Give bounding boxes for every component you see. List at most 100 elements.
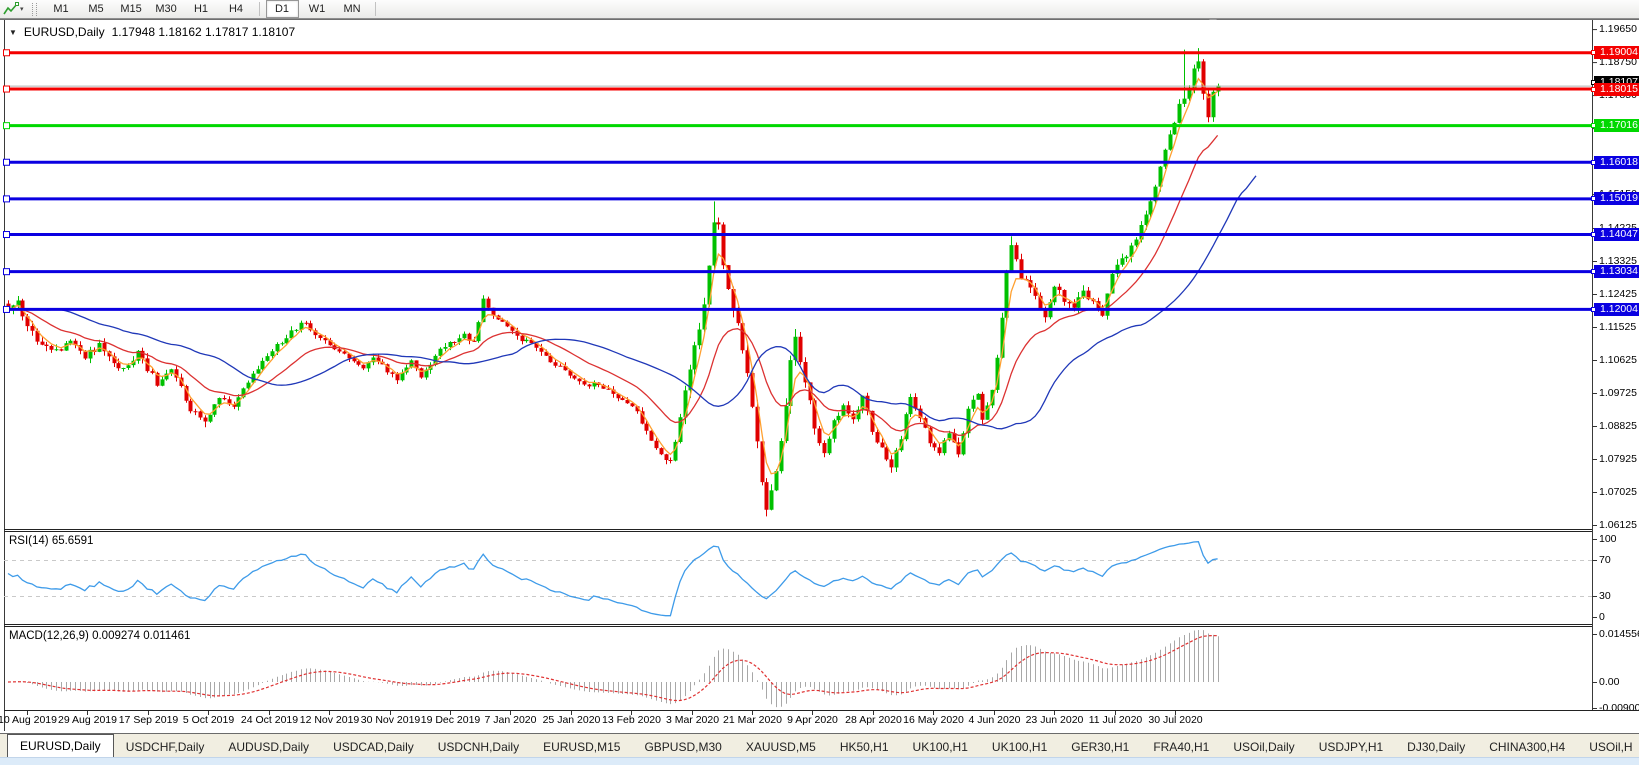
price-tag-1.19004[interactable]: 1.19004 xyxy=(1591,46,1639,60)
date-tick-label: 5 Oct 2019 xyxy=(182,714,235,726)
price-tag-1.14047[interactable]: 1.14047 xyxy=(1591,228,1639,242)
toolbar-drag-handle[interactable] xyxy=(31,2,37,16)
date-tick-label: 30 Nov 2019 xyxy=(360,714,421,726)
date-tick-label: 25 Jan 2020 xyxy=(542,714,601,726)
timeframe-button-d1[interactable]: D1 xyxy=(265,0,299,18)
date-tick-label: 30 Jul 2020 xyxy=(1148,714,1203,726)
rsi-tick-label: 100 xyxy=(1599,532,1617,545)
tab-eurusd-m15[interactable]: EURUSD,M15 xyxy=(543,740,621,754)
rsi-tick-label: 70 xyxy=(1599,553,1611,566)
rsi-tick-label: 0 xyxy=(1599,610,1605,623)
timeframe-group: M1 M5 M15 M30 H1 H4 D1 W1 MN xyxy=(44,0,381,18)
ma-slow[interactable] xyxy=(46,175,1257,430)
tag-anchor-icon xyxy=(1591,269,1596,275)
price-tick-label: 1.06125 xyxy=(1599,518,1637,531)
tag-anchor-icon xyxy=(1591,159,1596,165)
date-tick-label: 4 Jun 2020 xyxy=(968,714,1021,726)
timeframe-button-h4[interactable]: H4 xyxy=(228,3,244,15)
date-tick-label: 19 Dec 2019 xyxy=(420,714,481,726)
price-tag-1.17016[interactable]: 1.17016 xyxy=(1591,119,1639,133)
chart-symbol-period: EURUSD,Daily xyxy=(23,25,105,39)
toolbar-separator xyxy=(374,2,376,16)
tag-anchor-icon xyxy=(1591,306,1596,312)
tab-usdjpy-h1[interactable]: USDJPY,H1 xyxy=(1318,740,1384,754)
hline-anchor[interactable] xyxy=(3,305,10,313)
tab-eurusd-daily[interactable]: EURUSD,Daily xyxy=(7,734,114,758)
rsi-tick-label: 30 xyxy=(1599,589,1611,602)
top-toolbar: ▾ M1 M5 M15 M30 H1 H4 D1 W1 MN xyxy=(0,0,1639,19)
ma-medium[interactable] xyxy=(7,134,1219,436)
hline-anchor[interactable] xyxy=(3,268,10,276)
tab-dj30-daily[interactable]: DJ30,Daily xyxy=(1407,740,1466,754)
date-tick-label: 29 Aug 2019 xyxy=(58,714,117,726)
tab-uk100-h1[interactable]: UK100,H1 xyxy=(991,740,1048,754)
hline-anchor[interactable] xyxy=(3,122,10,130)
date-tick-label: 3 Mar 2020 xyxy=(665,714,720,726)
date-tick-label: 12 Nov 2019 xyxy=(299,714,360,726)
chart-title: ▼ EURUSD,Daily 1.17948 1.18162 1.17817 1… xyxy=(9,25,295,39)
tag-anchor-icon xyxy=(1591,232,1596,238)
price-tick-label: 1.11525 xyxy=(1599,320,1637,333)
date-tick-label: 28 Apr 2020 xyxy=(845,714,902,726)
tab-usdcnh-daily[interactable]: USDCNH,Daily xyxy=(437,740,520,754)
tab-fra40-h1[interactable]: FRA40,H1 xyxy=(1153,740,1210,754)
rsi-label: RSI(14) 65.6591 xyxy=(9,535,94,547)
price-tick-label: 1.10625 xyxy=(1599,353,1637,366)
price-tick-label: 1.07925 xyxy=(1599,452,1637,465)
tab-gbpusd-m30[interactable]: GBPUSD,M30 xyxy=(644,740,722,754)
hline-anchor[interactable] xyxy=(3,231,10,239)
hline-anchor[interactable] xyxy=(3,85,10,93)
tab-audusd-daily[interactable]: AUDUSD,Daily xyxy=(228,740,310,754)
tab-uk100-h1[interactable]: UK100,H1 xyxy=(912,740,968,754)
tag-anchor-icon xyxy=(1591,196,1596,202)
chart-line-icon[interactable] xyxy=(3,2,19,16)
timeframe-button-m30[interactable]: M30 xyxy=(155,3,177,15)
price-tick-label: 1.12425 xyxy=(1599,287,1637,300)
date-tick-label: 24 Oct 2019 xyxy=(240,714,299,726)
macd-tick-label: 0.00 xyxy=(1599,675,1620,688)
tab-usoil-h[interactable]: USOil,H xyxy=(1589,740,1633,754)
timeframe-button-m1[interactable]: M1 xyxy=(53,3,69,15)
hline-anchor[interactable] xyxy=(3,158,10,166)
rsi-line xyxy=(7,541,1218,617)
price-tag-1.15019[interactable]: 1.15019 xyxy=(1591,192,1639,206)
chevron-down-icon[interactable]: ▾ xyxy=(20,6,24,13)
tab-usdcad-daily[interactable]: USDCAD,Daily xyxy=(333,740,414,754)
tab-usdchf-daily[interactable]: USDCHF,Daily xyxy=(125,740,205,754)
ma-fast[interactable] xyxy=(7,77,1219,475)
date-tick-label: 23 Jun 2020 xyxy=(1025,714,1084,726)
tab-ger30-h1[interactable]: GER30,H1 xyxy=(1071,740,1130,754)
tag-anchor-icon xyxy=(1591,86,1596,92)
date-tick-label: 11 Jul 2020 xyxy=(1088,714,1143,726)
price-tag-1.18015[interactable]: 1.18015 xyxy=(1591,82,1639,96)
chart-ohlc-values: 1.17948 1.18162 1.17817 1.18107 xyxy=(111,25,296,39)
price-tick-label: 1.09725 xyxy=(1599,386,1637,399)
macd-signal-line xyxy=(7,634,1218,702)
timeframe-button-m15[interactable]: M15 xyxy=(120,3,142,15)
timeframe-button-mn[interactable]: MN xyxy=(343,3,361,15)
timeframe-button-h1[interactable]: H1 xyxy=(193,3,209,15)
date-tick-label: 10 Aug 2019 xyxy=(0,714,57,726)
tabbar-bottom-strip xyxy=(0,757,1639,765)
hline-anchor[interactable] xyxy=(3,49,10,57)
tab-xauusd-m5[interactable]: XAUUSD,M5 xyxy=(745,740,816,754)
date-tick-label: 16 May 2020 xyxy=(903,714,964,726)
date-tick-label: 17 Sep 2019 xyxy=(118,714,179,726)
toolbar-separator xyxy=(258,2,260,16)
timeframe-button-m5[interactable]: M5 xyxy=(88,3,104,15)
tab-usoil-daily[interactable]: USOil,Daily xyxy=(1233,740,1295,754)
tab-hk50-h1[interactable]: HK50,H1 xyxy=(839,740,889,754)
macd-tick-label: 0.014556 xyxy=(1599,627,1639,640)
timeframe-button-w1[interactable]: W1 xyxy=(308,3,326,15)
price-tag-1.13034[interactable]: 1.13034 xyxy=(1591,265,1639,279)
candles xyxy=(6,48,1221,517)
collapse-icon[interactable]: ▼ xyxy=(9,27,17,37)
date-tick-label: 13 Feb 2020 xyxy=(602,714,661,726)
tab-china300-h4[interactable]: CHINA300,H4 xyxy=(1489,740,1566,754)
tag-anchor-icon xyxy=(1591,123,1596,129)
price-tick-label: 1.08825 xyxy=(1599,419,1637,432)
price-tag-1.16018[interactable]: 1.16018 xyxy=(1591,155,1639,169)
price-tag-1.12004[interactable]: 1.12004 xyxy=(1591,302,1639,316)
date-tick-label: 9 Apr 2020 xyxy=(787,714,838,726)
hline-anchor[interactable] xyxy=(3,195,10,203)
